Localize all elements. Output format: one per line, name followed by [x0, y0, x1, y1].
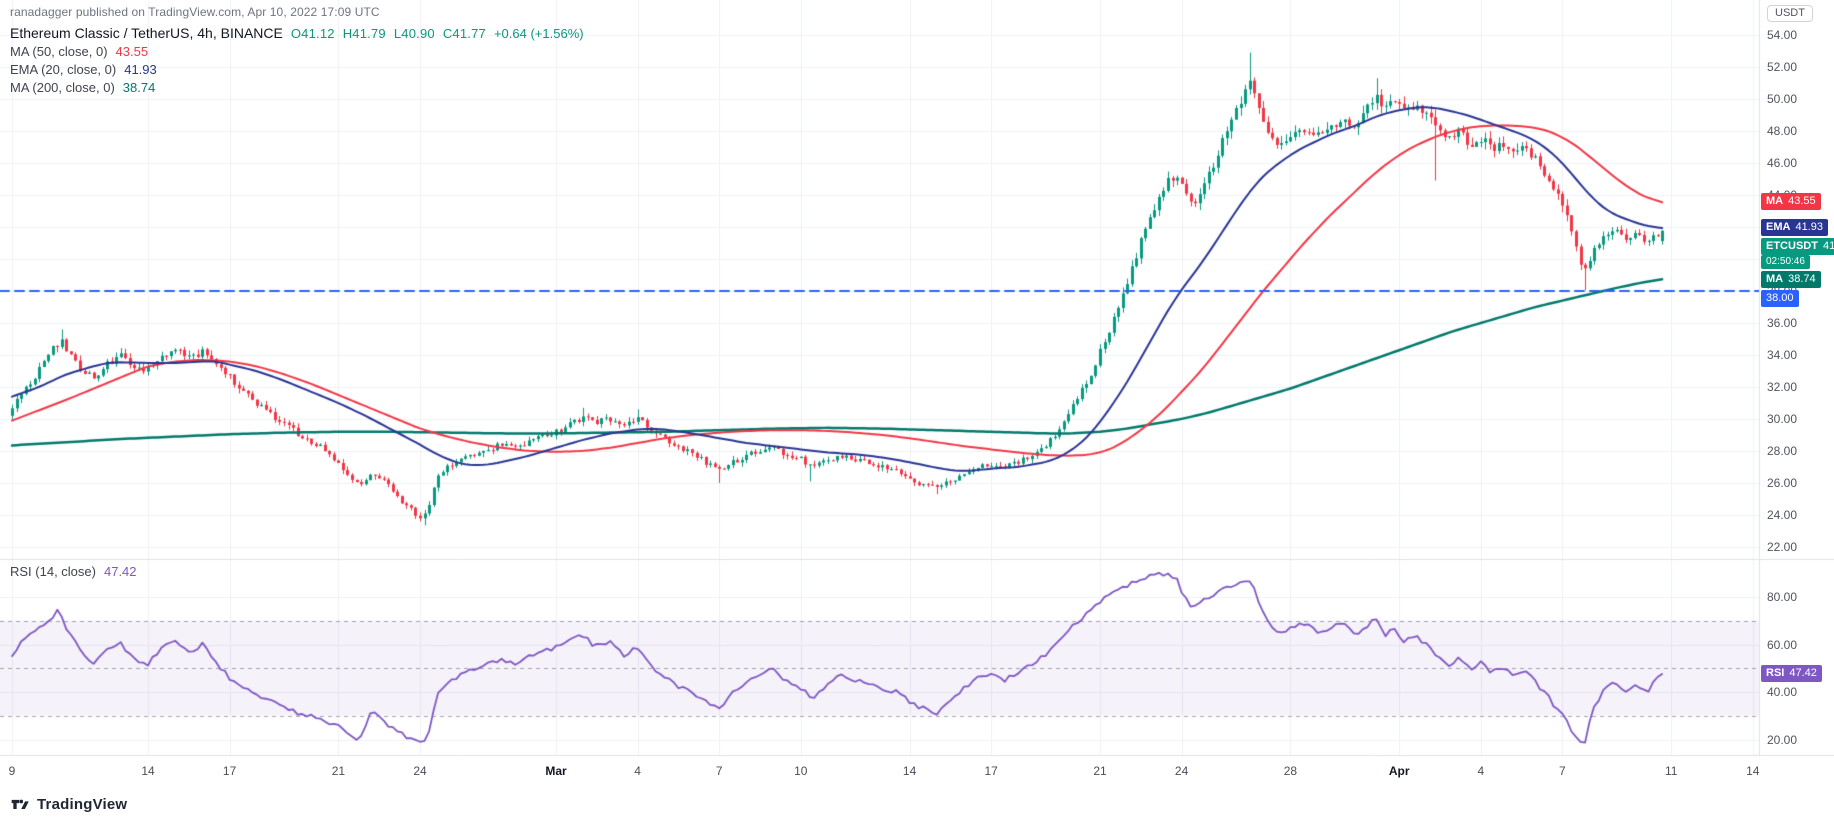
ohlc-low: L40.90 — [393, 25, 435, 41]
time-tick: 9 — [8, 764, 16, 778]
time-tick: 10 — [794, 764, 808, 778]
ohlc-close: C41.77 — [442, 25, 486, 41]
time-tick: 7 — [715, 764, 723, 778]
rsi-value: 47.42 — [103, 563, 137, 579]
footer-brand[interactable]: TradingView — [10, 794, 127, 814]
rsi-legend[interactable]: RSI (14, close) 47.42 — [10, 562, 137, 580]
time-tick: 7 — [1559, 764, 1566, 778]
time-tick: 14 — [902, 764, 917, 778]
indicator-ma200-name: MA (200, close, 0) — [10, 79, 115, 95]
time-tick: 17 — [984, 764, 998, 778]
price-axis[interactable]: USDT 54.0052.0050.0048.0046.0044.0042.00… — [1759, 0, 1834, 790]
time-tick: 17 — [222, 764, 237, 778]
time-tick: 14 — [141, 764, 155, 778]
price-tick: 22.00 — [1767, 540, 1798, 554]
indicator-ema20-name: EMA (20, close, 0) — [10, 61, 117, 77]
indicator-ema20-value: 41.93 — [124, 61, 157, 77]
price-tick: 52.00 — [1767, 60, 1798, 74]
time-tick: 4 — [1477, 764, 1485, 778]
price-tick: 36.00 — [1767, 316, 1798, 330]
rsi-tick: 60.00 — [1767, 637, 1798, 652]
indicator-row-ma200[interactable]: MA (200, close, 0) 38.74 — [10, 78, 584, 96]
price-tick: 30.00 — [1767, 412, 1798, 426]
rsi-badge: RSI 47.42 — [1761, 665, 1822, 683]
indicator-row-ma50[interactable]: MA (50, close, 0) 43.55 — [10, 42, 584, 60]
time-axis[interactable]: 9 14 17 21 24 Mar 4 7 10 14 17 21 24 28 Apr 4 7 11 14 — [0, 755, 1760, 790]
rsi-tick: 80.00 — [1767, 590, 1798, 604]
time-tick: 11 — [1664, 764, 1678, 778]
chart-legend: Ethereum Classic / TetherUS, 4h, BINANCE… — [10, 24, 584, 96]
rsi-tick: 40.00 — [1767, 685, 1798, 699]
price-tick: 50.00 — [1767, 92, 1798, 106]
indicator-ma50-value: 43.55 — [115, 43, 149, 59]
rsi-tick: 20.00 — [1767, 732, 1798, 747]
price-tick: 24.00 — [1767, 508, 1798, 522]
brand-text: TradingView — [37, 795, 128, 813]
level-38-badge: 38.00 — [1761, 290, 1799, 308]
ma200-badge: MA 38.74 — [1761, 271, 1821, 289]
price-tick: 46.00 — [1767, 156, 1798, 170]
price-tick: 34.00 — [1767, 348, 1798, 362]
price-tick: 32.00 — [1767, 380, 1798, 394]
indicator-ma50-name: MA (50, close, 0) — [10, 43, 108, 59]
time-tick: 21 — [331, 764, 346, 778]
countdown-badge: 02:50:46 — [1761, 255, 1810, 270]
price-tick: 48.00 — [1767, 124, 1798, 138]
price-tick: 26.00 — [1767, 476, 1798, 490]
price-tick: 54.00 — [1767, 28, 1798, 42]
ema20-badge: EMA 41.93 — [1761, 219, 1828, 237]
ma50-badge: MA 43.55 — [1761, 193, 1821, 211]
time-tick: 28 — [1283, 764, 1298, 778]
time-tick: 24 — [1174, 764, 1189, 778]
ohlc-change: +0.64 (+1.56%) — [493, 25, 584, 41]
indicator-row-ema20[interactable]: EMA (20, close, 0) 41.93 — [10, 60, 584, 78]
symbol-title[interactable]: Ethereum Classic / TetherUS, 4h, BINANCE — [10, 25, 283, 41]
time-tick-month: Apr — [1388, 764, 1410, 778]
ohlc-open: O41.12 — [290, 25, 335, 41]
publish-watermark: ranadagger published on TradingView.com,… — [10, 5, 380, 19]
time-tick: 24 — [413, 764, 427, 778]
rsi-name: RSI (14, close) — [10, 563, 96, 579]
indicator-ma200-value: 38.74 — [122, 79, 156, 95]
time-tick: 4 — [634, 764, 641, 778]
time-tick-month: Mar — [545, 764, 567, 778]
price-tick: 28.00 — [1767, 444, 1798, 458]
ohlc-readout: O41.12 H41.79 L40.90 C41.77 +0.64 (+1.56… — [291, 26, 584, 41]
axis-unit-label[interactable]: USDT — [1767, 5, 1813, 22]
ohlc-high: H41.79 — [342, 25, 386, 41]
tradingview-logo-icon — [11, 799, 29, 809]
time-tick: 14 — [1746, 764, 1760, 778]
time-tick: 21 — [1093, 764, 1107, 778]
